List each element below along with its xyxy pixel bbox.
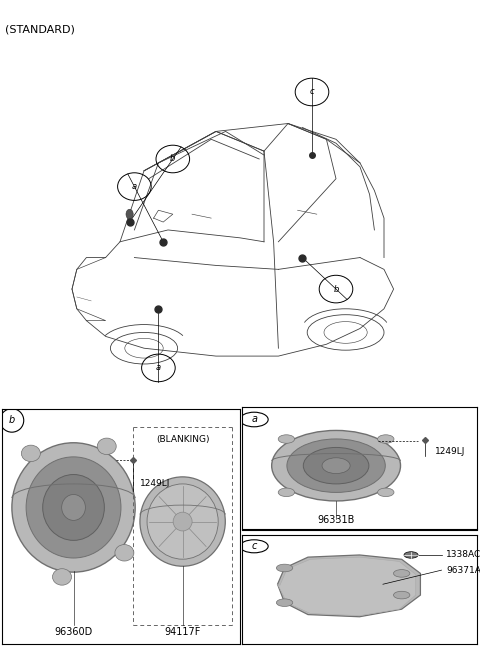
Ellipse shape [126,209,133,219]
Ellipse shape [278,435,295,443]
Ellipse shape [173,512,192,531]
Ellipse shape [322,458,350,474]
Text: 96360D: 96360D [54,627,93,637]
Ellipse shape [22,445,40,462]
Text: (STANDARD): (STANDARD) [5,25,75,35]
Ellipse shape [287,439,385,493]
Text: 96371A: 96371A [446,566,480,575]
Text: 96331B: 96331B [317,515,355,525]
Ellipse shape [52,569,72,585]
Ellipse shape [61,495,85,520]
Text: a: a [156,363,161,373]
Text: a: a [132,182,137,191]
Ellipse shape [12,443,135,572]
Text: b: b [333,284,339,294]
Polygon shape [277,555,420,617]
Circle shape [394,570,410,578]
Text: 1249LJ: 1249LJ [140,480,170,488]
Ellipse shape [147,484,218,559]
Polygon shape [277,557,416,616]
Ellipse shape [378,488,394,497]
Ellipse shape [140,477,225,566]
Ellipse shape [115,545,134,561]
Text: b: b [9,415,15,426]
Circle shape [276,564,293,572]
Text: 1338AC: 1338AC [446,551,480,560]
Circle shape [394,591,410,599]
Text: c: c [252,541,257,551]
Ellipse shape [43,474,104,540]
Text: a: a [251,415,257,424]
Text: 1249LJ: 1249LJ [434,447,465,455]
Ellipse shape [26,457,121,558]
Ellipse shape [303,447,369,484]
Text: (BLANKING): (BLANKING) [156,434,209,443]
Text: 94117F: 94117F [165,627,201,637]
Circle shape [276,599,293,606]
Ellipse shape [97,438,116,455]
Text: c: c [310,87,314,97]
Text: b: b [170,154,176,164]
Circle shape [404,552,418,558]
Ellipse shape [278,488,295,497]
Ellipse shape [378,435,394,443]
Ellipse shape [272,430,400,501]
